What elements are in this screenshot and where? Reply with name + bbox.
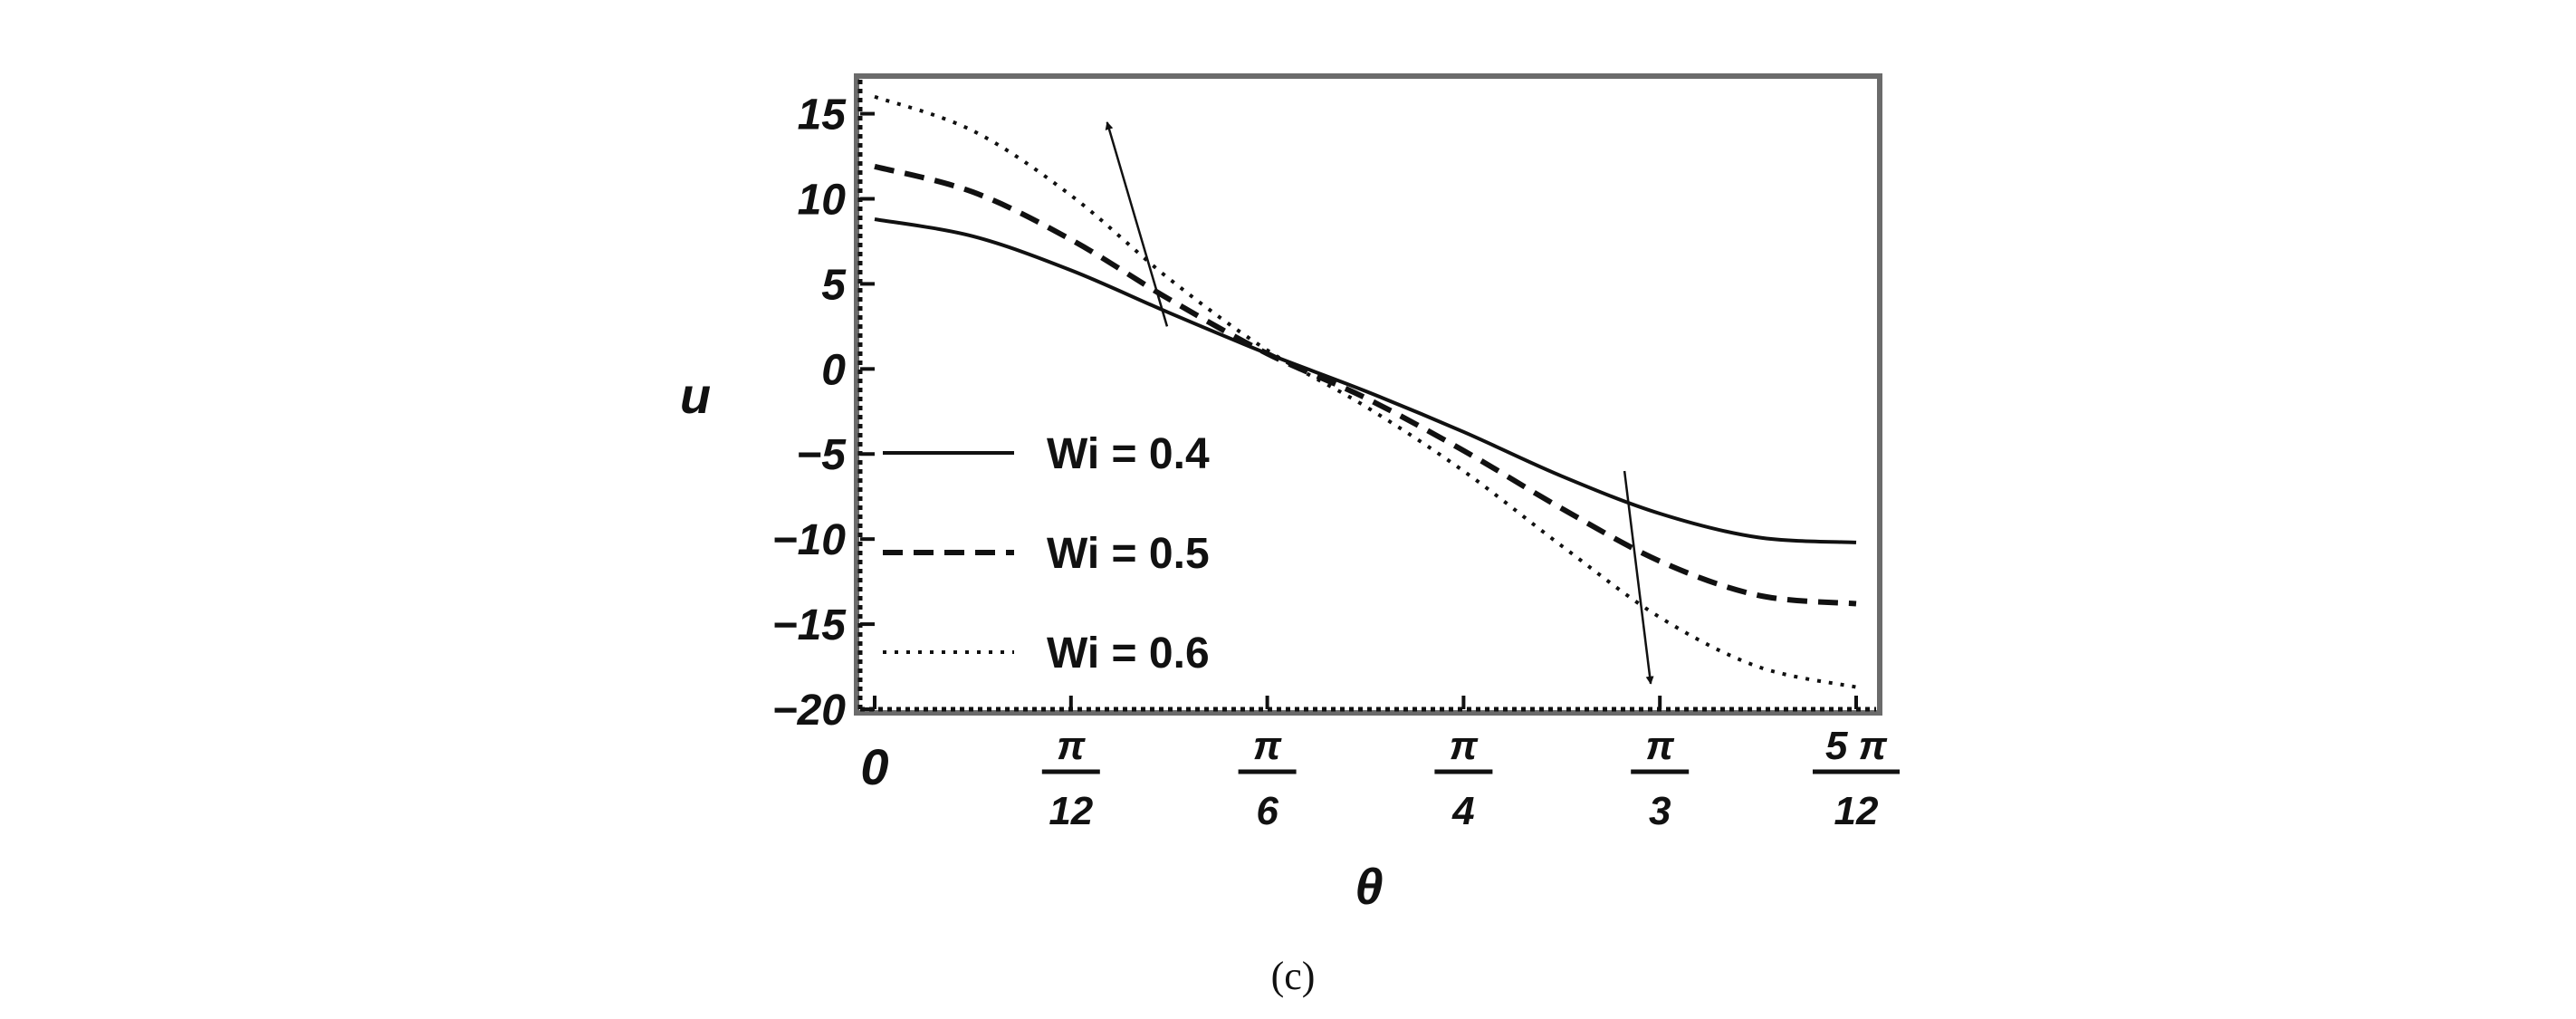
series-line — [874, 217, 1857, 544]
series-group — [874, 94, 1857, 689]
x-tick-numerator: π — [1057, 724, 1086, 768]
y-tick-label: −20 — [772, 687, 847, 735]
legend-label: Wi = 0.6 — [1047, 630, 1210, 678]
x-tick-denominator: 3 — [1649, 789, 1671, 833]
y-tick-label: 15 — [798, 91, 847, 139]
y-ticks: 15 10 5 0 −5 −10 −15 −20 — [772, 91, 875, 735]
figure-caption: (c) — [1271, 954, 1316, 998]
legend-label: Wi = 0.5 — [1047, 530, 1210, 578]
x-tick-denominator: 12 — [1049, 789, 1093, 833]
y-axis-label: u — [680, 367, 711, 424]
x-ticks: 0 π 12 π 6 π 4 π 3 5 π 12 — [860, 696, 1900, 833]
y-tick-label: −15 — [772, 601, 847, 649]
x-tick-denominator: 6 — [1256, 789, 1278, 833]
plot-frame — [854, 73, 1882, 716]
trend-arrow — [1623, 470, 1654, 685]
y-tick-label: −5 — [796, 431, 847, 479]
y-tick-label: −10 — [772, 516, 847, 564]
series-line — [874, 94, 1857, 689]
x-tick-numerator: 5 π — [1825, 724, 1888, 768]
x-tick-denominator: 12 — [1834, 789, 1879, 833]
x-tick-label: 0 — [860, 738, 888, 795]
y-tick-label: 5 — [821, 261, 847, 309]
legend: Wi = 0.4 Wi = 0.5 Wi = 0.6 — [883, 430, 1210, 678]
x-tick-numerator: π — [1646, 724, 1675, 768]
series-line — [874, 163, 1857, 607]
y-tick-label: 10 — [798, 176, 847, 224]
trend-arrow — [1105, 121, 1169, 327]
y-tick-label: 0 — [821, 346, 846, 394]
x-tick-numerator: π — [1253, 724, 1282, 768]
x-tick-denominator: 4 — [1451, 789, 1474, 833]
annotations-group — [1105, 121, 1654, 685]
legend-label: Wi = 0.4 — [1047, 430, 1210, 478]
x-axis-label: θ — [1355, 858, 1383, 915]
x-tick-numerator: π — [1450, 724, 1479, 768]
